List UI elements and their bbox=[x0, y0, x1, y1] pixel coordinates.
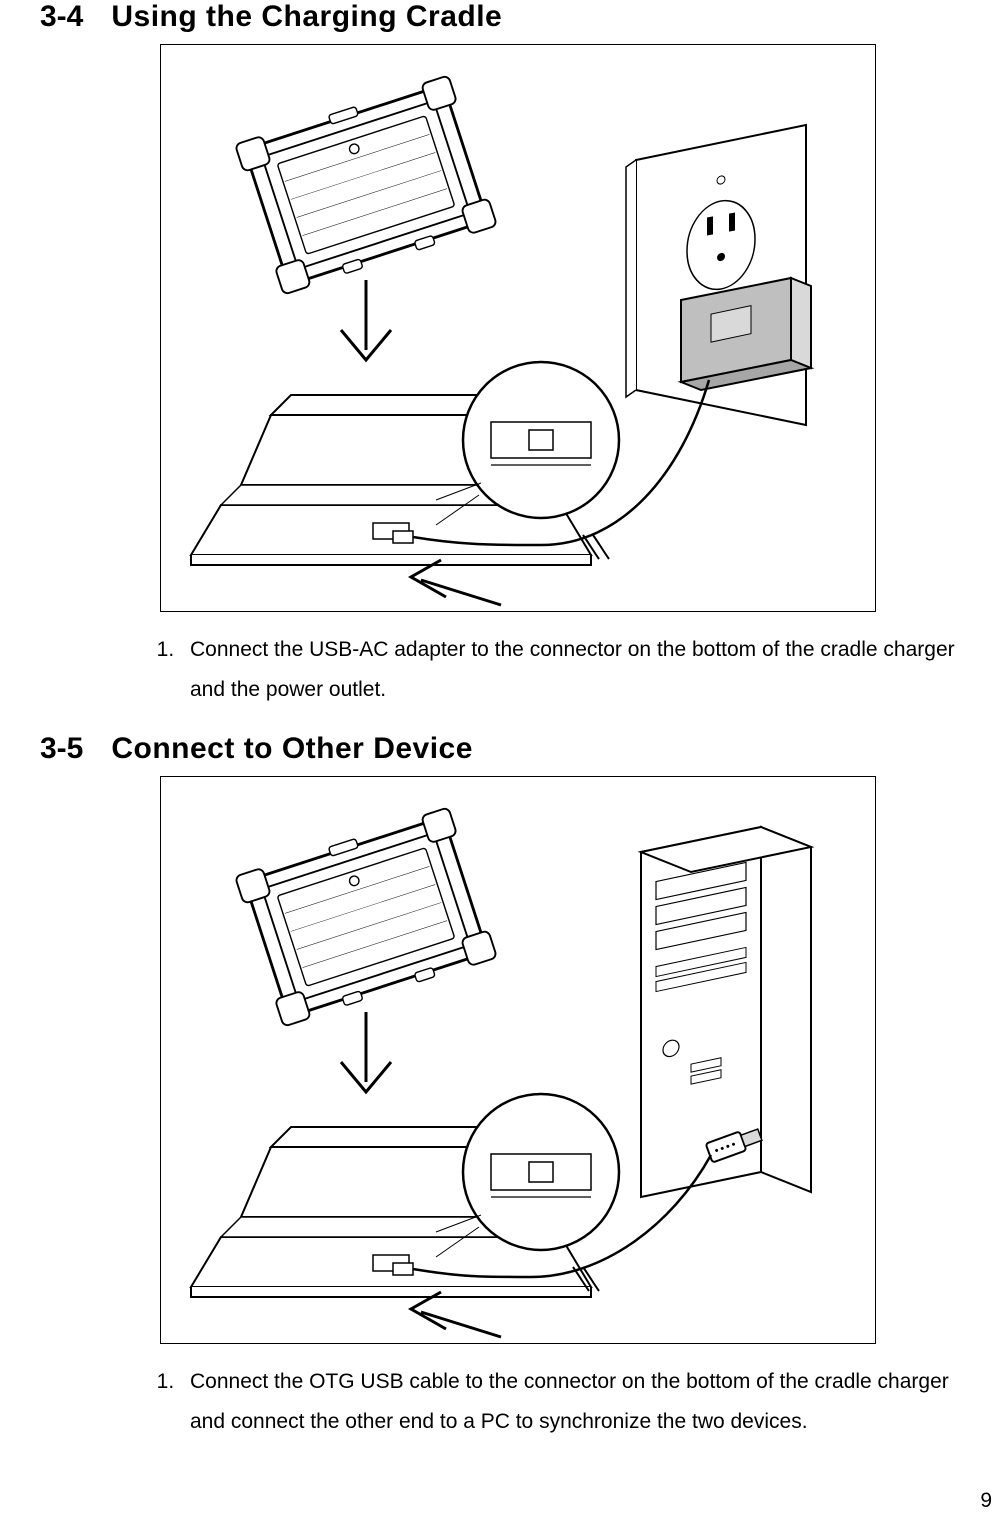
step-text: Connect the USB-AC adapter to the connec… bbox=[190, 638, 955, 701]
page-number: 9 bbox=[980, 1489, 992, 1513]
section-title: Using the Charging Cradle bbox=[111, 0, 502, 34]
step-text: Connect the OTG USB cable to the connect… bbox=[190, 1370, 949, 1433]
steps-list-3-5: Connect the OTG USB cable to the connect… bbox=[140, 1362, 962, 1442]
figure-connect-other-device bbox=[160, 776, 876, 1344]
step-item: Connect the USB-AC adapter to the connec… bbox=[180, 630, 962, 710]
section-number: 3-4 bbox=[40, 0, 83, 34]
figure-svg-other-device bbox=[161, 777, 875, 1343]
step-item: Connect the OTG USB cable to the connect… bbox=[180, 1362, 962, 1442]
figure-svg-cradle bbox=[161, 45, 875, 611]
steps-list-3-4: Connect the USB-AC adapter to the connec… bbox=[140, 630, 962, 710]
section-heading-3-4: 3-4 Using the Charging Cradle bbox=[40, 0, 962, 34]
section-number: 3-5 bbox=[40, 732, 83, 766]
section-title: Connect to Other Device bbox=[111, 732, 473, 766]
section-heading-3-5: 3-5 Connect to Other Device bbox=[40, 732, 962, 766]
figure-charging-cradle bbox=[160, 44, 876, 612]
